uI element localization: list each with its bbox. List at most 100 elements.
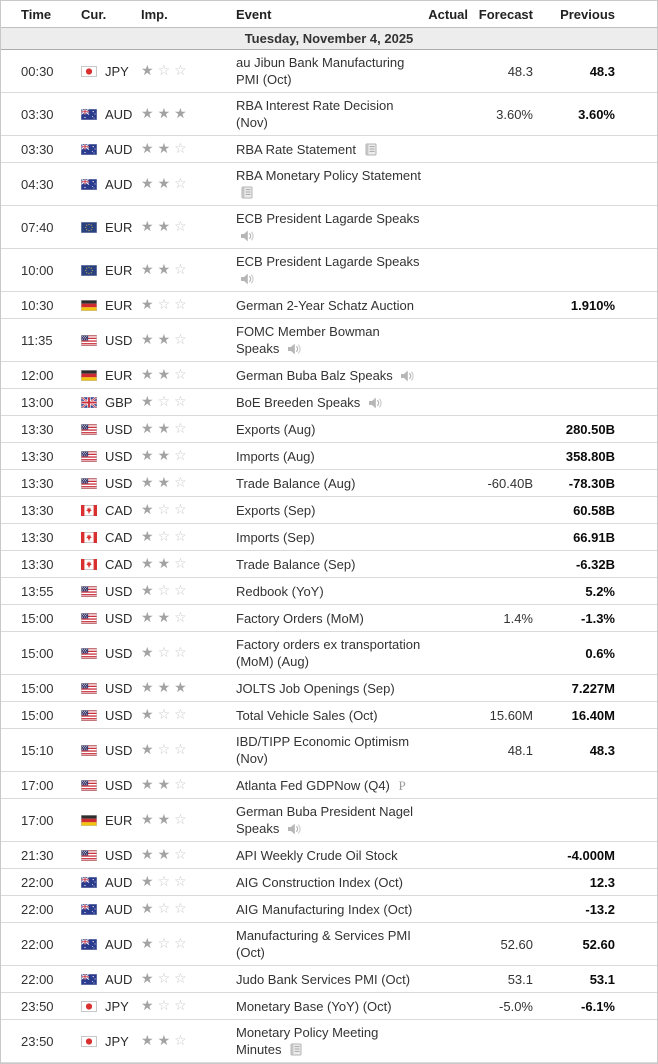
actual-value — [423, 388, 468, 416]
event-row[interactable]: 15:00 USD ★ ★ ☆ Factory Orders (MoM) 1.4% … — [1, 604, 657, 632]
report-icon[interactable] — [241, 186, 253, 199]
star-empty-icon: ☆ — [174, 556, 187, 572]
event-link[interactable]: Trade Balance (Aug) — [236, 475, 356, 491]
star-filled-icon: ★ — [141, 707, 154, 723]
event-link[interactable]: Exports (Aug) — [236, 421, 316, 437]
event-row[interactable]: 13:30 CAD ★ ★ ☆ Trade Balance (Sep) -6.32B — [1, 550, 657, 578]
star-empty-icon: ☆ — [174, 742, 187, 758]
event-row[interactable]: 10:30 EUR ★ ☆ ☆ German 2-Year Schatz Aucti… — [1, 291, 657, 319]
actual-value — [423, 701, 468, 729]
event-row[interactable]: 17:00 EUR ★ ★ ☆ German Buba President Nage… — [1, 798, 657, 842]
event-link[interactable]: Judo Bank Services PMI (Oct) — [236, 971, 411, 987]
importance-stars: ★ ★ ★ — [136, 674, 231, 702]
event-link[interactable]: Atlanta Fed GDPNow (Q4) — [236, 777, 390, 793]
forecast-value — [468, 162, 533, 206]
event-link[interactable]: JOLTS Job Openings (Sep) — [236, 680, 395, 696]
event-link[interactable]: Exports (Sep) — [236, 502, 316, 518]
event-link[interactable]: IBD/TIPP Economic Optimism (Nov) — [236, 734, 410, 766]
event-row[interactable]: 15:10 USD ★ ☆ ☆ IBD/TIPP Economic Optimism… — [1, 728, 657, 772]
event-link[interactable]: German 2-Year Schatz Auction — [236, 297, 415, 313]
event-row[interactable]: 13:30 CAD ★ ☆ ☆ Exports (Sep) 60.58B — [1, 496, 657, 524]
currency-code: EUR — [105, 262, 133, 278]
event-link[interactable]: Imports (Aug) — [236, 448, 315, 464]
event-link[interactable]: ECB President Lagarde Speaks — [236, 254, 420, 269]
event-link[interactable]: Total Vehicle Sales (Oct) — [236, 707, 378, 723]
event-row[interactable]: 22:00 AUD ★ ☆ ☆ AIG Construction Index (Oc… — [1, 868, 657, 896]
event-link[interactable]: Factory Orders (MoM) — [236, 610, 364, 626]
event-link[interactable]: AIG Construction Index (Oct) — [236, 874, 403, 890]
event-time: 13:30 — [1, 550, 76, 578]
star-empty-icon: ☆ — [174, 141, 187, 157]
event-time: 22:00 — [1, 965, 76, 993]
event-row[interactable]: 15:00 USD ★ ★ ★ JOLTS Job Openings (Sep) 7… — [1, 674, 657, 702]
event-link[interactable]: Factory orders ex transportation (MoM) (… — [236, 637, 421, 669]
event-link[interactable]: AIG Manufacturing Index (Oct) — [236, 901, 413, 917]
event-currency: CAD — [76, 550, 136, 578]
event-row[interactable]: 03:30 AUD ★ ★ ☆ RBA Rate Statement — [1, 135, 657, 163]
event-row[interactable]: 23:50 JPY ★ ★ ☆ Monetary Policy Meeting Mi… — [1, 1019, 657, 1063]
event-row[interactable]: 13:30 USD ★ ★ ☆ Imports (Aug) 358.80B — [1, 442, 657, 470]
event-currency: USD — [76, 318, 136, 362]
event-link[interactable]: German Buba Balz Speaks — [236, 367, 393, 383]
event-link[interactable]: API Weekly Crude Oil Stock — [236, 847, 398, 863]
report-icon[interactable] — [290, 1043, 302, 1056]
importance-stars: ★ ★ ☆ — [136, 135, 231, 163]
event-link[interactable]: au Jibun Bank Manufacturing PMI (Oct) — [236, 55, 405, 87]
event-row[interactable]: 03:30 AUD ★ ★ ★ RBA Interest Rate Decision… — [1, 92, 657, 136]
event-row[interactable]: 22:00 AUD ★ ☆ ☆ AIG Manufacturing Index (O… — [1, 895, 657, 923]
event-row[interactable]: 13:30 USD ★ ★ ☆ Exports (Aug) 280.50B — [1, 415, 657, 443]
event-time: 13:30 — [1, 523, 76, 551]
previous-value: 52.60 — [533, 922, 657, 966]
event-row[interactable]: 23:50 JPY ★ ☆ ☆ Monetary Base (YoY) (Oct) … — [1, 992, 657, 1020]
event-row[interactable]: 00:30 JPY ★ ☆ ☆ au Jibun Bank Manufacturin… — [1, 49, 657, 93]
event-row[interactable]: 15:00 USD ★ ☆ ☆ Total Vehicle Sales (Oct) … — [1, 701, 657, 729]
event-row[interactable]: 13:55 USD ★ ☆ ☆ Redbook (YoY) 5.2% — [1, 577, 657, 605]
event-row[interactable]: 07:40 EUR ★ ★ ☆ ECB President Lagarde Spea… — [1, 205, 657, 249]
event-cell: German 2-Year Schatz Auction — [231, 291, 423, 319]
report-icon[interactable] — [365, 143, 377, 156]
event-row[interactable]: 11:35 USD ★ ★ ☆ FOMC Member Bowman Speaks — [1, 318, 657, 362]
actual-value — [423, 361, 468, 389]
event-link[interactable]: BoE Breeden Speaks — [236, 394, 361, 410]
event-link[interactable]: Manufacturing & Services PMI (Oct) — [236, 928, 411, 960]
star-filled-icon: ★ — [141, 936, 154, 952]
star-filled-icon: ★ — [157, 556, 171, 572]
star-filled-icon: ★ — [141, 394, 154, 410]
event-currency: JPY — [76, 49, 136, 93]
event-row[interactable]: 22:00 AUD ★ ☆ ☆ Manufacturing & Services P… — [1, 922, 657, 966]
event-row[interactable]: 13:00 GBP ★ ☆ ☆ BoE Breeden Speaks — [1, 388, 657, 416]
event-link[interactable]: Monetary Policy Meeting Minutes — [236, 1025, 379, 1057]
actual-value — [423, 771, 468, 799]
event-link[interactable]: RBA Interest Rate Decision (Nov) — [236, 98, 394, 130]
previous-value — [533, 162, 657, 206]
event-row[interactable]: 04:30 AUD ★ ★ ☆ RBA Monetary Policy Statem… — [1, 162, 657, 206]
event-row[interactable]: 15:00 USD ★ ☆ ☆ Factory orders ex transpor… — [1, 631, 657, 675]
event-row[interactable]: 10:00 EUR ★ ★ ☆ ECB President Lagarde Spea… — [1, 248, 657, 292]
event-link[interactable]: Monetary Base (YoY) (Oct) — [236, 998, 392, 1014]
event-link[interactable]: RBA Rate Statement — [236, 141, 356, 157]
importance-stars: ★ ☆ ☆ — [136, 895, 231, 923]
event-row[interactable]: 13:30 USD ★ ★ ☆ Trade Balance (Aug) -60.40… — [1, 469, 657, 497]
event-currency: EUR — [76, 248, 136, 292]
event-link[interactable]: German Buba President Nagel Speaks — [236, 804, 414, 836]
event-row[interactable]: 17:00 USD ★ ★ ☆ Atlanta Fed GDPNow (Q4) P — [1, 771, 657, 799]
event-row[interactable]: 22:00 AUD ★ ☆ ☆ Judo Bank Services PMI (Oc… — [1, 965, 657, 993]
event-link[interactable]: FOMC Member Bowman Speaks — [236, 324, 380, 356]
event-row[interactable]: 12:00 EUR ★ ★ ☆ German Buba Balz Speaks — [1, 361, 657, 389]
event-currency: EUR — [76, 205, 136, 249]
event-link[interactable]: ECB President Lagarde Speaks — [236, 211, 420, 226]
event-row[interactable]: 13:30 CAD ★ ☆ ☆ Imports (Sep) 66.91B — [1, 523, 657, 551]
event-cell: FOMC Member Bowman Speaks — [231, 318, 423, 362]
star-empty-icon: ☆ — [174, 394, 187, 410]
importance-stars: ★ ☆ ☆ — [136, 49, 231, 93]
event-link[interactable]: Imports (Sep) — [236, 529, 315, 545]
event-link[interactable]: Redbook (YoY) — [236, 583, 324, 599]
event-link[interactable]: RBA Monetary Policy Statement — [236, 168, 421, 183]
currency-code: AUD — [105, 971, 133, 987]
event-row[interactable]: 21:30 USD ★ ★ ☆ API Weekly Crude Oil Stock… — [1, 841, 657, 869]
event-link[interactable]: Trade Balance (Sep) — [236, 556, 356, 572]
event-currency: AUD — [76, 92, 136, 136]
event-currency: AUD — [76, 965, 136, 993]
event-currency: AUD — [76, 922, 136, 966]
